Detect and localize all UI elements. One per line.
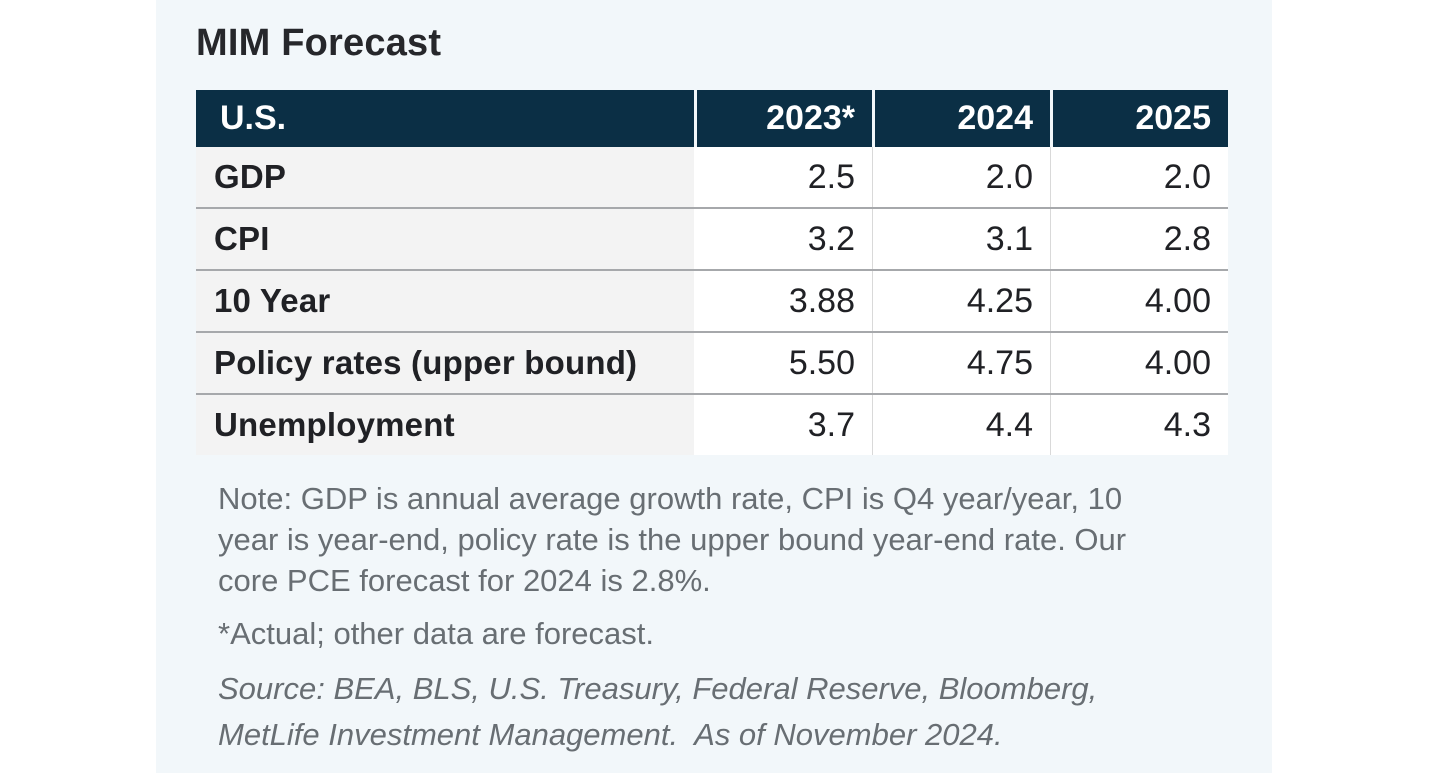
header-cell-year-2024: 2024 [872, 90, 1050, 147]
row-label: CPI [196, 209, 694, 269]
content-panel: MIM Forecast U.S. 2023* 2024 2025 GDP 2.… [156, 0, 1272, 773]
row-label: 10 Year [196, 271, 694, 331]
notes-block: Note: GDP is annual average growth rate,… [218, 478, 1208, 758]
source-line: MetLife Investment Management. As of Nov… [218, 717, 1003, 752]
table-body: GDP 2.5 2.0 2.0 CPI 3.2 3.1 2.8 10 Year … [196, 147, 1228, 455]
cell-value: 4.4 [872, 395, 1050, 455]
cell-value: 2.8 [1050, 209, 1228, 269]
forecast-table: U.S. 2023* 2024 2025 GDP 2.5 2.0 2.0 CPI… [196, 90, 1228, 455]
cell-value: 4.00 [1050, 333, 1228, 393]
source-paragraph: Source: BEA, BLS, U.S. Treasury, Federal… [218, 666, 1208, 758]
source-line: Source: BEA, BLS, U.S. Treasury, Federal… [218, 671, 1098, 706]
table-row-unemployment: Unemployment 3.7 4.4 4.3 [196, 393, 1228, 455]
cell-value: 3.88 [694, 271, 872, 331]
note-line: year is year-end, policy rate is the upp… [218, 522, 1127, 557]
header-cell-year-2025: 2025 [1050, 90, 1228, 147]
footnote-actual: *Actual; other data are forecast. [218, 616, 654, 651]
header-cell-year-2023: 2023* [694, 90, 872, 147]
cell-value: 3.2 [694, 209, 872, 269]
table-row-10-year: 10 Year 3.88 4.25 4.00 [196, 269, 1228, 331]
row-label: Unemployment [196, 395, 694, 455]
header-cell-region: U.S. [196, 90, 694, 147]
note-line: core PCE forecast for 2024 is 2.8%. [218, 563, 711, 598]
cell-value: 3.7 [694, 395, 872, 455]
table-row-cpi: CPI 3.2 3.1 2.8 [196, 207, 1228, 269]
page-title: MIM Forecast [196, 22, 442, 64]
table-row-gdp: GDP 2.5 2.0 2.0 [196, 147, 1228, 207]
table-header-row: U.S. 2023* 2024 2025 [196, 90, 1228, 147]
note-paragraph: Note: GDP is annual average growth rate,… [218, 478, 1208, 601]
cell-value: 2.0 [872, 147, 1050, 207]
cell-value: 5.50 [694, 333, 872, 393]
cell-value: 4.25 [872, 271, 1050, 331]
cell-value: 2.5 [694, 147, 872, 207]
cell-value: 2.0 [1050, 147, 1228, 207]
table-row-policy-rates: Policy rates (upper bound) 5.50 4.75 4.0… [196, 331, 1228, 393]
cell-value: 4.75 [872, 333, 1050, 393]
row-label: GDP [196, 147, 694, 207]
cell-value: 3.1 [872, 209, 1050, 269]
row-label: Policy rates (upper bound) [196, 333, 694, 393]
cell-value: 4.3 [1050, 395, 1228, 455]
note-line: Note: GDP is annual average growth rate,… [218, 481, 1123, 516]
cell-value: 4.00 [1050, 271, 1228, 331]
